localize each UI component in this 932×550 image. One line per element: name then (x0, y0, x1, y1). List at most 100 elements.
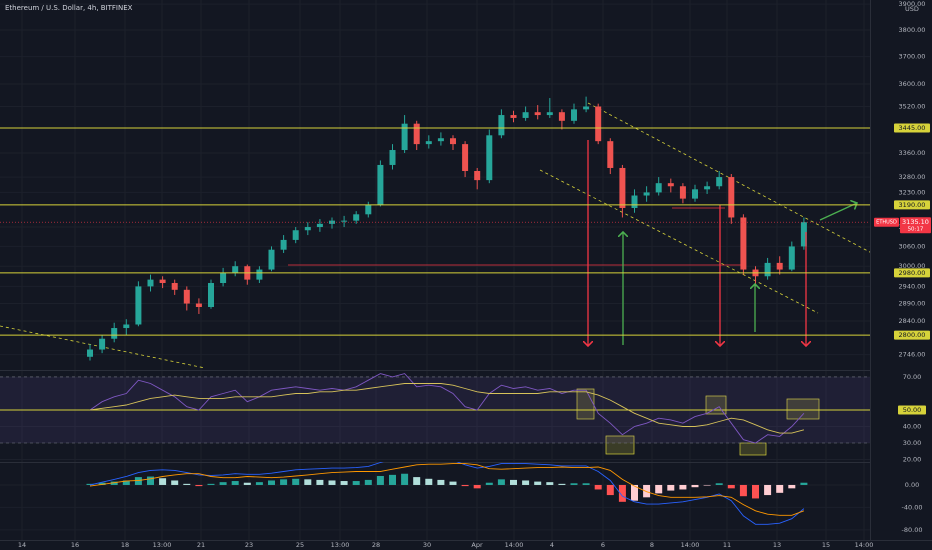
macd-histogram-bar (207, 483, 215, 485)
x-tick-label: 11 (723, 541, 731, 549)
candle-body (534, 112, 541, 116)
x-tick-label: 30 (423, 541, 431, 549)
macd-histogram-bar (764, 484, 772, 496)
macd-histogram-bar (739, 484, 747, 497)
macd-histogram-bar (703, 484, 711, 486)
macd-histogram-bar (364, 479, 372, 485)
macd-histogram-bar (497, 479, 505, 485)
candle-body (667, 183, 674, 187)
candle-body (655, 183, 662, 193)
level-label-box (894, 330, 930, 340)
candle-body (704, 186, 711, 190)
x-tick-label: 14 (18, 541, 26, 549)
macd-histogram-bar (328, 480, 336, 485)
macd-histogram-bar (558, 483, 566, 485)
macd-histogram-bar (413, 477, 421, 485)
candle-body (316, 223, 323, 228)
candle-body (123, 324, 130, 329)
candle-body (764, 262, 771, 277)
candle-body (171, 283, 178, 290)
candle-body (679, 186, 686, 199)
rsi-line (89, 373, 805, 444)
level-label-box (898, 405, 926, 415)
candle-body (256, 269, 263, 280)
macd-histogram-bar (437, 479, 445, 485)
y-tick-label: 20.00 (903, 456, 922, 464)
macd-histogram-bar (425, 478, 433, 485)
macd-histogram-bar (534, 481, 542, 485)
candle-body (304, 227, 311, 231)
x-tick-label: Apr (471, 541, 483, 549)
macd-histogram-bar (255, 482, 263, 485)
level-label-box (894, 268, 930, 278)
last-price-box (900, 217, 931, 234)
macd-histogram-bar (582, 483, 590, 485)
macd-histogram-bar (159, 478, 167, 485)
macd-histogram-bar (183, 483, 191, 485)
level-label: 50.00 (903, 406, 922, 414)
up-arrow (819, 203, 857, 221)
candle-body (692, 189, 698, 199)
macd-histogram-bar (715, 483, 723, 485)
x-tick-label: 13:00 (153, 541, 172, 549)
candle-body (99, 338, 106, 350)
candle-body (329, 220, 335, 224)
x-tick-label: 4 (550, 541, 554, 549)
candle-body (595, 106, 602, 142)
level-label-box (894, 123, 930, 133)
macd-histogram-bar (268, 480, 275, 485)
level-label: 3445.00 (899, 124, 926, 132)
macd-histogram-bar (304, 479, 312, 485)
x-tick-label: 18 (121, 541, 129, 549)
y-tick-label: 3520.00 (899, 103, 926, 111)
candle-body (716, 177, 723, 187)
candle-body (607, 141, 614, 168)
macd-histogram-bar (316, 479, 324, 485)
macd-histogram-bar (655, 484, 663, 494)
candle-body (159, 279, 166, 284)
candle-body (280, 239, 287, 250)
candle-body (800, 222, 807, 247)
macd-histogram-bar (98, 482, 106, 485)
candle-body (377, 164, 384, 205)
macd-histogram-bar (727, 484, 735, 489)
y-tick-label: 3700.00 (899, 53, 926, 61)
macd-histogram-bar (631, 484, 638, 501)
macd-histogram-bar (231, 481, 239, 485)
macd-histogram-bar (195, 484, 203, 487)
candle-body (546, 112, 553, 116)
y-tick-label: 3800.00 (899, 26, 926, 34)
macd-histogram-bar (788, 484, 796, 489)
y-tick-label: 3000.00 (899, 262, 926, 270)
candle-body (583, 106, 590, 110)
y-tick-label: 3360.00 (899, 149, 926, 157)
x-tick-label: 23 (245, 541, 253, 549)
y-tick-label: -80.00 (902, 526, 923, 534)
macd-histogram-bar (643, 484, 651, 498)
macd-histogram-bar (473, 484, 481, 489)
macd-histogram-bar (280, 479, 288, 485)
macd-histogram-bar (570, 483, 578, 485)
x-tick-label: 15 (822, 541, 830, 549)
macd-histogram-bar (667, 484, 675, 491)
channel-lower (539, 169, 819, 314)
candle-body (425, 141, 432, 145)
candle-body (220, 272, 227, 284)
candle-body (486, 135, 493, 181)
macd-histogram-bar (219, 482, 227, 485)
candle-body (195, 303, 202, 307)
x-tick-label: 6 (601, 541, 605, 549)
highlight-box (786, 398, 820, 420)
y-tick-label: 3060.00 (899, 242, 926, 250)
candle-body (558, 112, 565, 121)
y-tick-label: 30.00 (903, 439, 922, 447)
candle-body (619, 167, 626, 208)
symbol-label: ETHUSD (876, 220, 897, 226)
candle-body (510, 115, 517, 118)
y-tick-label: 3900.00 (899, 0, 926, 8)
macd-histogram-bar (171, 480, 179, 485)
pane-separator (0, 462, 870, 463)
x-tick-label: 21 (197, 541, 205, 549)
